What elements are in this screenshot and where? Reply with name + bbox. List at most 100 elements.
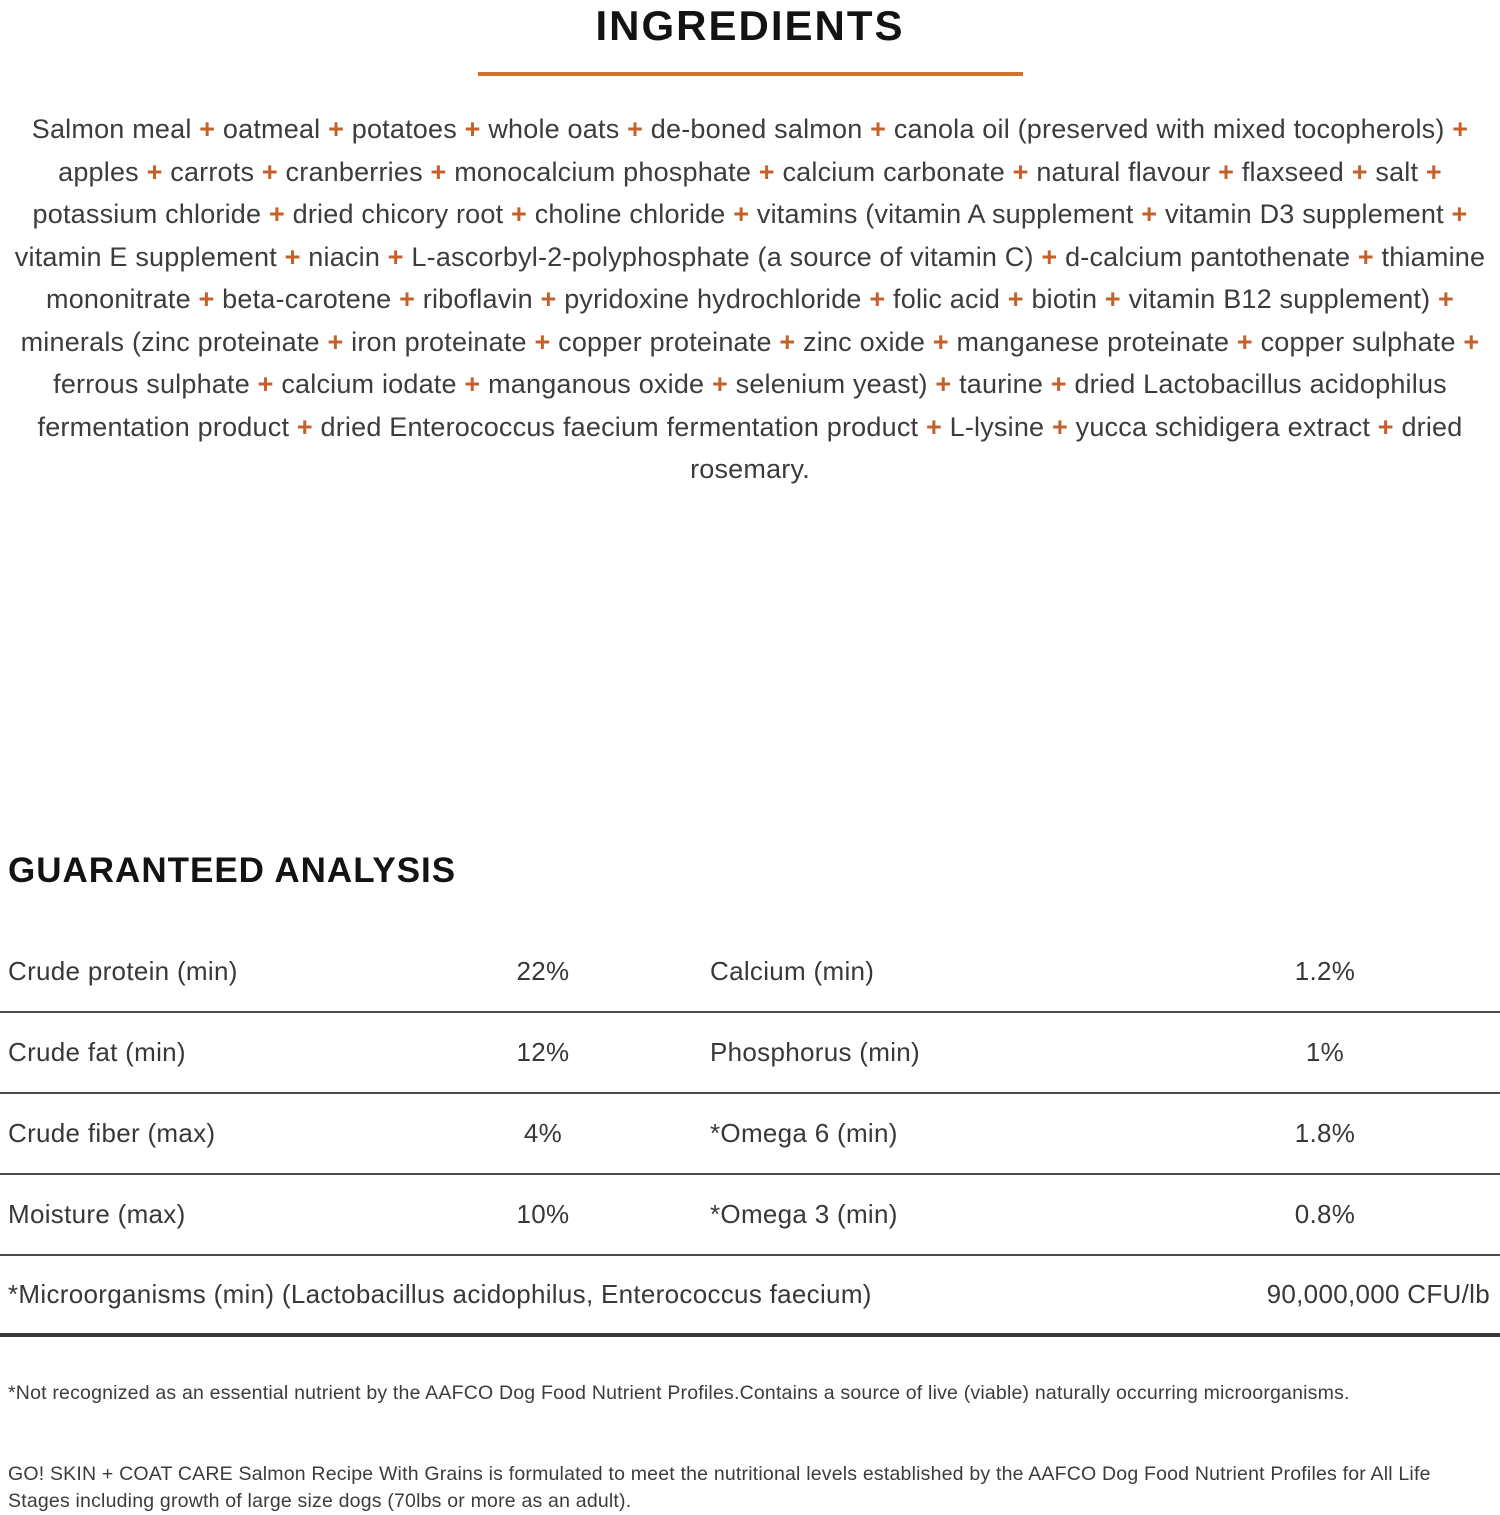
plus-separator: + (932, 326, 949, 357)
analysis-label: Crude fat (min) (8, 1037, 186, 1067)
plus-separator: + (261, 156, 278, 187)
ingredient-item: carrots (170, 156, 255, 187)
plus-separator: + (1050, 369, 1067, 399)
ingredient-item: zinc oxide (803, 326, 926, 357)
plus-separator: + (284, 241, 301, 272)
ingredient-item: copper proteinate (558, 326, 772, 357)
ingredient-item: copper sulphate (1260, 326, 1456, 357)
ingredient-item: potassium chloride (32, 199, 262, 229)
analysis-value: 90,000,000 CFU/lb (1266, 1279, 1490, 1309)
analysis-value: 1.8% (1294, 1118, 1356, 1148)
ingredients-section: INGREDIENTS Salmon meal + oatmeal + pota… (0, 0, 1500, 491)
ingredient-item: dried chicory root (292, 199, 504, 229)
plus-separator: + (199, 114, 216, 144)
analysis-row: Crude protein (min) 22% Calcium (min) 1.2% (0, 932, 1500, 1013)
analysis-value: 22% (516, 956, 570, 986)
ingredient-item: folic acid (893, 284, 1001, 314)
ingredient-item: selenium yeast) (735, 369, 928, 399)
ingredient-item: Salmon meal (31, 114, 192, 144)
ingredient-item: cranberries (285, 156, 423, 187)
ingredient-item: riboflavin (422, 284, 533, 314)
guaranteed-analysis-section: GUARANTEED ANALYSIS Crude protein (min) 2… (0, 850, 1500, 1337)
plus-separator: + (1438, 284, 1454, 314)
ingredient-item: calcium carbonate (782, 156, 1005, 187)
analysis-value: 1% (1305, 1037, 1345, 1067)
ingredient-item: oatmeal (222, 114, 321, 144)
ingredient-item: potatoes (351, 114, 457, 144)
plus-separator: + (1357, 241, 1374, 272)
ingredient-item: L-lysine (949, 411, 1045, 442)
ingredient-item: dried Lactobacillus acidophilus fermenta… (37, 369, 1447, 442)
analysis-row: Crude fat (min) 12% Phosphorus (min) 1% (0, 1013, 1500, 1094)
plus-separator: + (146, 156, 163, 187)
plus-separator: + (268, 199, 285, 229)
plus-separator: + (758, 156, 775, 187)
plus-separator: + (1007, 284, 1024, 314)
footnote-formulation-statement: GO! SKIN + COAT CARE Salmon Recipe With … (8, 1462, 1431, 1512)
plus-separator: + (1377, 411, 1394, 442)
analysis-value: 0.8% (1294, 1199, 1356, 1229)
ingredient-item: apples (58, 156, 139, 187)
analysis-value: 4% (523, 1118, 563, 1148)
analysis-label: *Omega 3 (min) (710, 1199, 898, 1229)
ingredient-item: vitamin B12 supplement) (1128, 284, 1431, 314)
plus-separator: + (534, 326, 551, 357)
ingredient-item: L-ascorbyl-2-polyphosphate (a source of … (411, 241, 1034, 272)
ingredient-item: de-boned salmon (650, 114, 863, 144)
ingredient-item: thiamine mononitrate (46, 241, 1486, 315)
ingredient-item: ferrous sulphate (53, 369, 250, 399)
ingredient-item: vitamin D3 supplement (1164, 199, 1444, 229)
ingredient-item: vitamin E supplement (14, 241, 277, 272)
ingredient-item: manganese proteinate (956, 326, 1230, 357)
plus-separator: + (1452, 114, 1469, 144)
plus-separator: + (733, 199, 750, 229)
plus-separator: + (1236, 326, 1253, 357)
footnote-aafco-nutrient: *Not recognized as an essential nutrient… (8, 1381, 1350, 1404)
plus-separator: + (430, 156, 447, 187)
plus-separator: + (464, 114, 481, 144)
guaranteed-analysis-table: Crude protein (min) 22% Calcium (min) 1.2% C… (0, 932, 1500, 1337)
plus-separator: + (387, 241, 404, 272)
ingredient-item: beta-carotene (222, 284, 392, 314)
plus-separator: + (511, 199, 527, 229)
plus-separator: + (1012, 156, 1029, 187)
plus-separator: + (869, 284, 886, 314)
ingredient-item: natural flavour (1036, 156, 1211, 187)
ingredient-item: dried rosemary. (690, 411, 1463, 485)
ingredient-item: minerals (zinc proteinate (20, 326, 320, 357)
ingredient-item: biotin (1031, 284, 1098, 314)
plus-separator: + (1463, 326, 1480, 357)
ingredient-item: vitamins (vitamin A supplement (756, 199, 1134, 229)
analysis-label: Phosphorus (min) (710, 1037, 920, 1067)
plus-separator: + (198, 284, 215, 314)
analysis-label: Calcium (min) (710, 956, 875, 986)
ingredient-item: d-calcium pantothenate (1065, 241, 1351, 272)
plus-separator: + (779, 326, 796, 357)
plus-separator: + (1218, 156, 1235, 187)
plus-separator: + (464, 369, 481, 399)
ingredient-item: iron proteinate (351, 326, 527, 357)
ingredient-item: salt (1375, 156, 1419, 187)
plus-separator: + (925, 411, 942, 442)
plus-separator: + (1051, 411, 1068, 442)
plus-separator: + (296, 411, 313, 442)
plus-separator: + (1425, 156, 1442, 187)
analysis-label: Crude fiber (max) (8, 1118, 216, 1148)
ingredient-item: niacin (308, 241, 381, 272)
plus-separator: + (540, 284, 557, 314)
plus-separator: + (627, 114, 644, 144)
plus-separator: + (257, 369, 274, 399)
plus-separator: + (1451, 199, 1468, 229)
plus-separator: + (1351, 156, 1368, 187)
plus-separator: + (1041, 241, 1058, 272)
ingredient-item: dried Enterococcus faecium fermentation … (320, 411, 919, 442)
ingredients-heading: INGREDIENTS (595, 2, 905, 49)
ingredient-item: pyridoxine hydrochloride (564, 284, 862, 314)
plus-separator: + (399, 284, 416, 314)
analysis-label: Crude protein (min) (8, 956, 238, 986)
ingredients-paragraph: Salmon meal + oatmeal + potatoes + whole… (6, 108, 1494, 491)
ingredient-item: yucca schidigera extract (1075, 411, 1371, 442)
guaranteed-analysis-heading: GUARANTEED ANALYSIS (8, 851, 457, 890)
ingredient-item: taurine (959, 369, 1044, 399)
analysis-row-microorganisms: *Microorganisms (min) (Lactobacillus aci… (0, 1256, 1500, 1337)
